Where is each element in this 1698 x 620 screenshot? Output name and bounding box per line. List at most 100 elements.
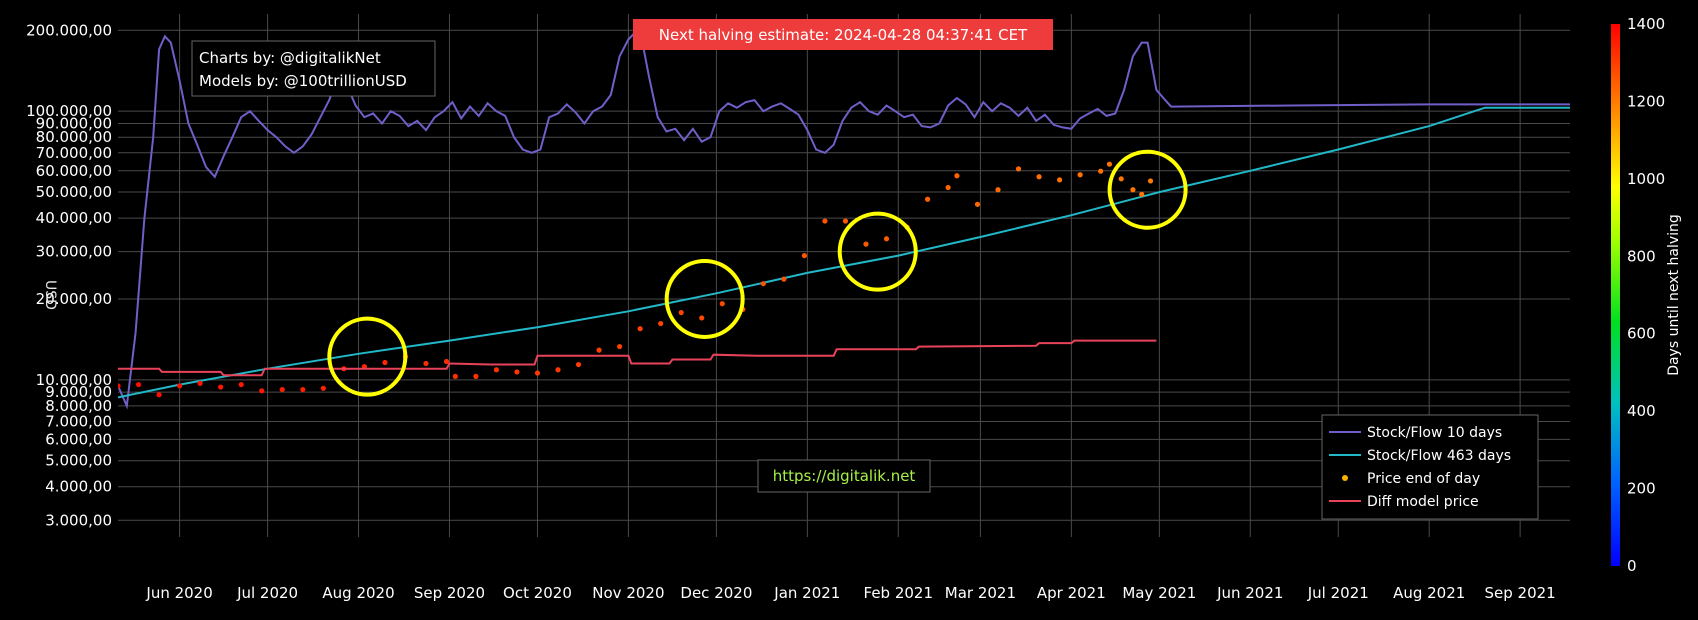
price-point bbox=[1098, 168, 1104, 174]
price-point bbox=[452, 373, 458, 379]
y-tick-label: 6.000,00 bbox=[45, 430, 112, 448]
price-point bbox=[493, 367, 499, 373]
price-point bbox=[382, 359, 388, 366]
credits-line-2: Models by: @100trillionUSD bbox=[199, 72, 407, 90]
halving-banner: Next halving estimate: 2024-04-28 04:37:… bbox=[633, 19, 1053, 50]
colorbar-tick-label: 1200 bbox=[1627, 92, 1665, 110]
price-point bbox=[1036, 174, 1042, 180]
x-tick-label: Aug 2021 bbox=[1393, 584, 1465, 602]
price-point bbox=[781, 276, 787, 282]
price-point bbox=[842, 218, 849, 224]
price-point bbox=[300, 386, 306, 393]
price-point bbox=[118, 383, 121, 389]
price-point bbox=[925, 196, 931, 202]
price-point bbox=[617, 343, 623, 350]
y-tick-label: 100.000,00 bbox=[26, 102, 112, 120]
price-point bbox=[678, 309, 684, 316]
legend-label-3: Diff model price bbox=[1367, 494, 1479, 510]
series-line-3 bbox=[118, 339, 1157, 377]
y-tick-label: 8.000,00 bbox=[45, 397, 112, 415]
credits-box: Charts by: @digitalikNet Models by: @100… bbox=[191, 40, 436, 97]
y-tick-label: 90.000,00 bbox=[36, 114, 112, 132]
y-tick-label: 70.000,00 bbox=[36, 144, 112, 162]
colorbar-tick-label: 600 bbox=[1627, 325, 1656, 343]
y-tick-label: 200.000,00 bbox=[26, 21, 112, 39]
y-tick-label: 30.000,00 bbox=[36, 243, 112, 261]
x-tick-label: Sep 2021 bbox=[1485, 584, 1556, 602]
colorbar-gradient bbox=[1611, 24, 1620, 566]
price-point bbox=[156, 392, 162, 398]
y-tick-label: 3.000,00 bbox=[45, 511, 112, 529]
price-point bbox=[575, 361, 582, 368]
price-point bbox=[1106, 161, 1113, 167]
price-point bbox=[443, 358, 450, 365]
x-tick-label: Jul 2021 bbox=[1307, 584, 1369, 602]
highlight-circle bbox=[1107, 149, 1188, 230]
y-tick-label: 40.000,00 bbox=[36, 209, 112, 227]
highlight-circle bbox=[837, 211, 918, 292]
price-point bbox=[1015, 166, 1022, 172]
series-layer bbox=[118, 31, 1570, 410]
y-tick-label: 60.000,00 bbox=[36, 162, 112, 180]
price-point bbox=[995, 187, 1001, 193]
y-tick-label: 20.000,00 bbox=[36, 290, 112, 308]
credits-box-bg bbox=[191, 40, 436, 97]
price-point bbox=[945, 184, 951, 191]
colorbar-tick-label: 400 bbox=[1627, 402, 1656, 420]
legend-label-0: Stock/Flow 10 days bbox=[1367, 425, 1502, 441]
price-point bbox=[177, 383, 183, 389]
legend: Stock/Flow 10 days Stock/Flow 463 days Pri… bbox=[1321, 414, 1539, 520]
series-line-1 bbox=[118, 106, 1570, 399]
price-point bbox=[320, 385, 326, 391]
y-tick-label: 5.000,00 bbox=[45, 452, 112, 470]
credits-line-1: Charts by: @digitalikNet bbox=[199, 49, 381, 67]
colorbar-title: Days until next halving bbox=[1666, 214, 1682, 376]
price-point bbox=[259, 388, 265, 394]
y-tick-label: 7.000,00 bbox=[45, 412, 112, 430]
x-tick-label: Mar 2021 bbox=[945, 584, 1016, 602]
legend-label-1: Stock/Flow 463 days bbox=[1367, 448, 1511, 464]
y-tick-label: 50.000,00 bbox=[36, 183, 112, 201]
y-tick-label: 80.000,00 bbox=[36, 128, 112, 146]
y-axis-label: USD bbox=[42, 280, 58, 310]
legend-label-2: Price end of day bbox=[1367, 471, 1480, 487]
highlight-circles bbox=[327, 149, 1188, 397]
colorbar: 0 200 400 600 800 1000 1200 1400 Days until nex… bbox=[1611, 15, 1682, 575]
price-point bbox=[699, 315, 705, 321]
price-point bbox=[218, 384, 224, 390]
price-point bbox=[555, 367, 561, 373]
watermark-box-bg bbox=[757, 459, 931, 493]
watermark-box: https://digitalik.net bbox=[757, 459, 931, 493]
price-point bbox=[1130, 187, 1136, 193]
highlight-circle bbox=[327, 316, 408, 397]
price-point bbox=[1077, 172, 1083, 178]
price-point bbox=[1147, 178, 1154, 184]
x-axis-ticks: Jun 2020 Jul 2020 Aug 2020 Sep 2020 Oct 2020… bbox=[145, 584, 1555, 602]
price-point bbox=[658, 320, 664, 327]
colorbar-tick-label: 1400 bbox=[1627, 15, 1665, 33]
price-point bbox=[974, 201, 981, 207]
price-point bbox=[954, 173, 960, 179]
x-tick-label: Jun 2020 bbox=[145, 584, 212, 602]
price-point bbox=[423, 360, 429, 367]
y-tick-label: 4.000,00 bbox=[45, 478, 112, 496]
price-point bbox=[1057, 177, 1063, 183]
x-tick-label: Jul 2020 bbox=[236, 584, 298, 602]
price-point bbox=[473, 373, 479, 379]
x-tick-label: May 2021 bbox=[1122, 584, 1196, 602]
colorbar-tick-label: 200 bbox=[1627, 480, 1656, 498]
y-tick-label: 10.000,00 bbox=[36, 371, 112, 389]
price-point bbox=[135, 381, 142, 388]
price-point bbox=[596, 347, 602, 353]
price-point bbox=[1118, 176, 1124, 182]
price-point bbox=[238, 381, 244, 388]
x-tick-label: Dec 2020 bbox=[680, 584, 752, 602]
legend-swatch-2 bbox=[1342, 475, 1348, 481]
price-point bbox=[883, 236, 890, 242]
x-tick-label: Jun 2021 bbox=[1216, 584, 1283, 602]
price-point bbox=[514, 369, 520, 375]
watermark-url: https://digitalik.net bbox=[773, 467, 916, 485]
price-point bbox=[279, 386, 285, 393]
x-tick-label: Sep 2020 bbox=[414, 584, 485, 602]
